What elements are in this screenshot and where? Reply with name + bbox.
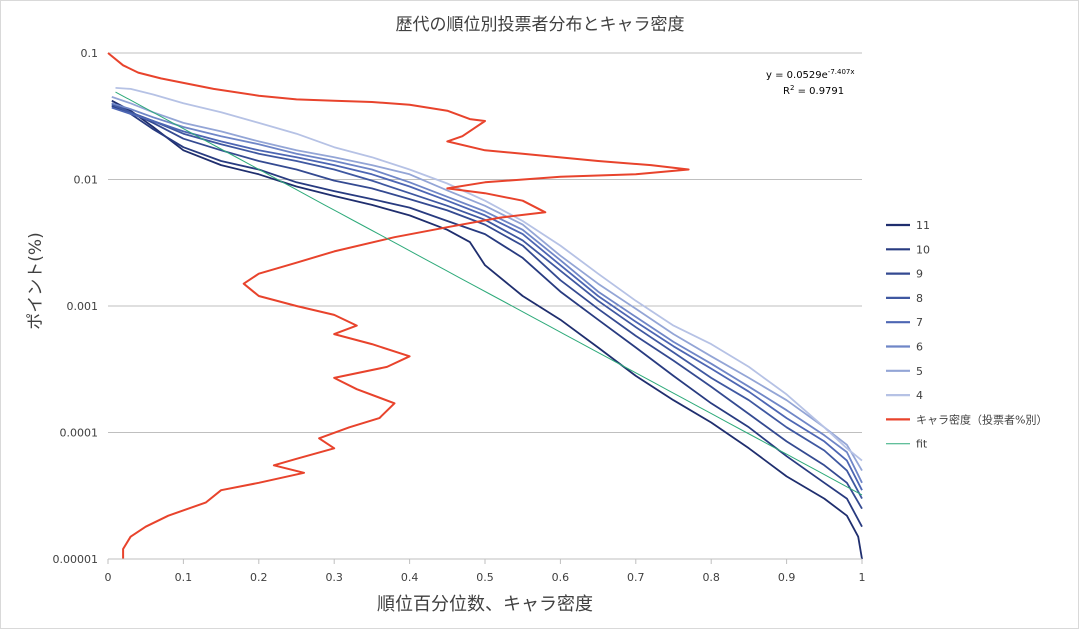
r2-text: R xyxy=(783,86,790,97)
y-tick-label: 0.01 xyxy=(74,174,99,187)
y-tick-label: 0.001 xyxy=(67,300,99,313)
x-tick-label: 0.4 xyxy=(401,571,419,584)
series-line xyxy=(115,91,863,496)
y-tick-label: 0.00001 xyxy=(53,553,99,566)
x-tick-label: 0.8 xyxy=(702,571,720,584)
legend-label: 11 xyxy=(916,219,930,232)
series-line xyxy=(111,102,863,484)
x-tick-label: 0.5 xyxy=(476,571,494,584)
y-axis-ticks: 0.1 0.01 0.001 0.0001 0.00001 xyxy=(53,47,99,566)
equation-text: y = 0.0529e xyxy=(766,70,828,81)
series-line xyxy=(107,52,690,559)
x-tick-label: 0.1 xyxy=(175,571,193,584)
legend: 11 10 9 8 7 6 5 4 キャラ密度（投票者%別） fit xyxy=(886,219,1047,451)
legend-label: 6 xyxy=(916,341,923,354)
x-tick-label: 0.2 xyxy=(250,571,268,584)
trendline-annotation: y = 0.0529e-7.407x R2 = 0.9791 xyxy=(766,68,855,97)
legend-label: 10 xyxy=(916,243,930,256)
x-tick-label: 0.7 xyxy=(627,571,645,584)
chart-title: 歴代の順位別投票者分布とキャラ密度 xyxy=(396,15,685,35)
legend-label: 4 xyxy=(916,389,923,402)
legend-label: 8 xyxy=(916,292,923,305)
series-line xyxy=(111,106,863,491)
gridlines xyxy=(108,52,862,560)
x-tick-label: 0.9 xyxy=(778,571,796,584)
series-line xyxy=(115,87,863,462)
legend-label: キャラ密度（投票者%別） xyxy=(916,412,1047,426)
r2-sup: 2 xyxy=(790,84,794,92)
x-tick-label: 0 xyxy=(105,571,112,584)
series-line xyxy=(111,96,863,472)
x-tick-label: 0.6 xyxy=(552,571,570,584)
x-axis-label: 順位百分位数、キャラ密度 xyxy=(377,594,593,615)
plot-series xyxy=(107,52,863,560)
series-line xyxy=(111,103,863,500)
legend-label: 7 xyxy=(916,316,923,329)
svg-text:y = 0.0529e-7.407x: y = 0.0529e-7.407x xyxy=(766,68,855,81)
legend-label: 9 xyxy=(916,268,923,281)
x-tick-label: 1 xyxy=(859,571,866,584)
y-axis-label: ポイント(%) xyxy=(26,232,46,329)
x-tick-label: 0.3 xyxy=(325,571,343,584)
r2-value: = 0.9791 xyxy=(794,86,844,97)
svg-text:R2 = 0.9791: R2 = 0.9791 xyxy=(783,84,844,97)
equation-exponent: -7.407x xyxy=(828,68,855,76)
y-tick-label: 0.0001 xyxy=(60,427,99,440)
series-line xyxy=(111,105,863,528)
legend-label: fit xyxy=(916,438,928,451)
series-line xyxy=(111,99,863,560)
series-line xyxy=(111,102,863,510)
y-tick-label: 0.1 xyxy=(81,47,99,60)
legend-label: 5 xyxy=(916,365,923,378)
x-axis-ticks: 0 0.1 0.2 0.3 0.4 0.5 0.6 0.7 0.8 0.9 1 xyxy=(105,559,866,584)
